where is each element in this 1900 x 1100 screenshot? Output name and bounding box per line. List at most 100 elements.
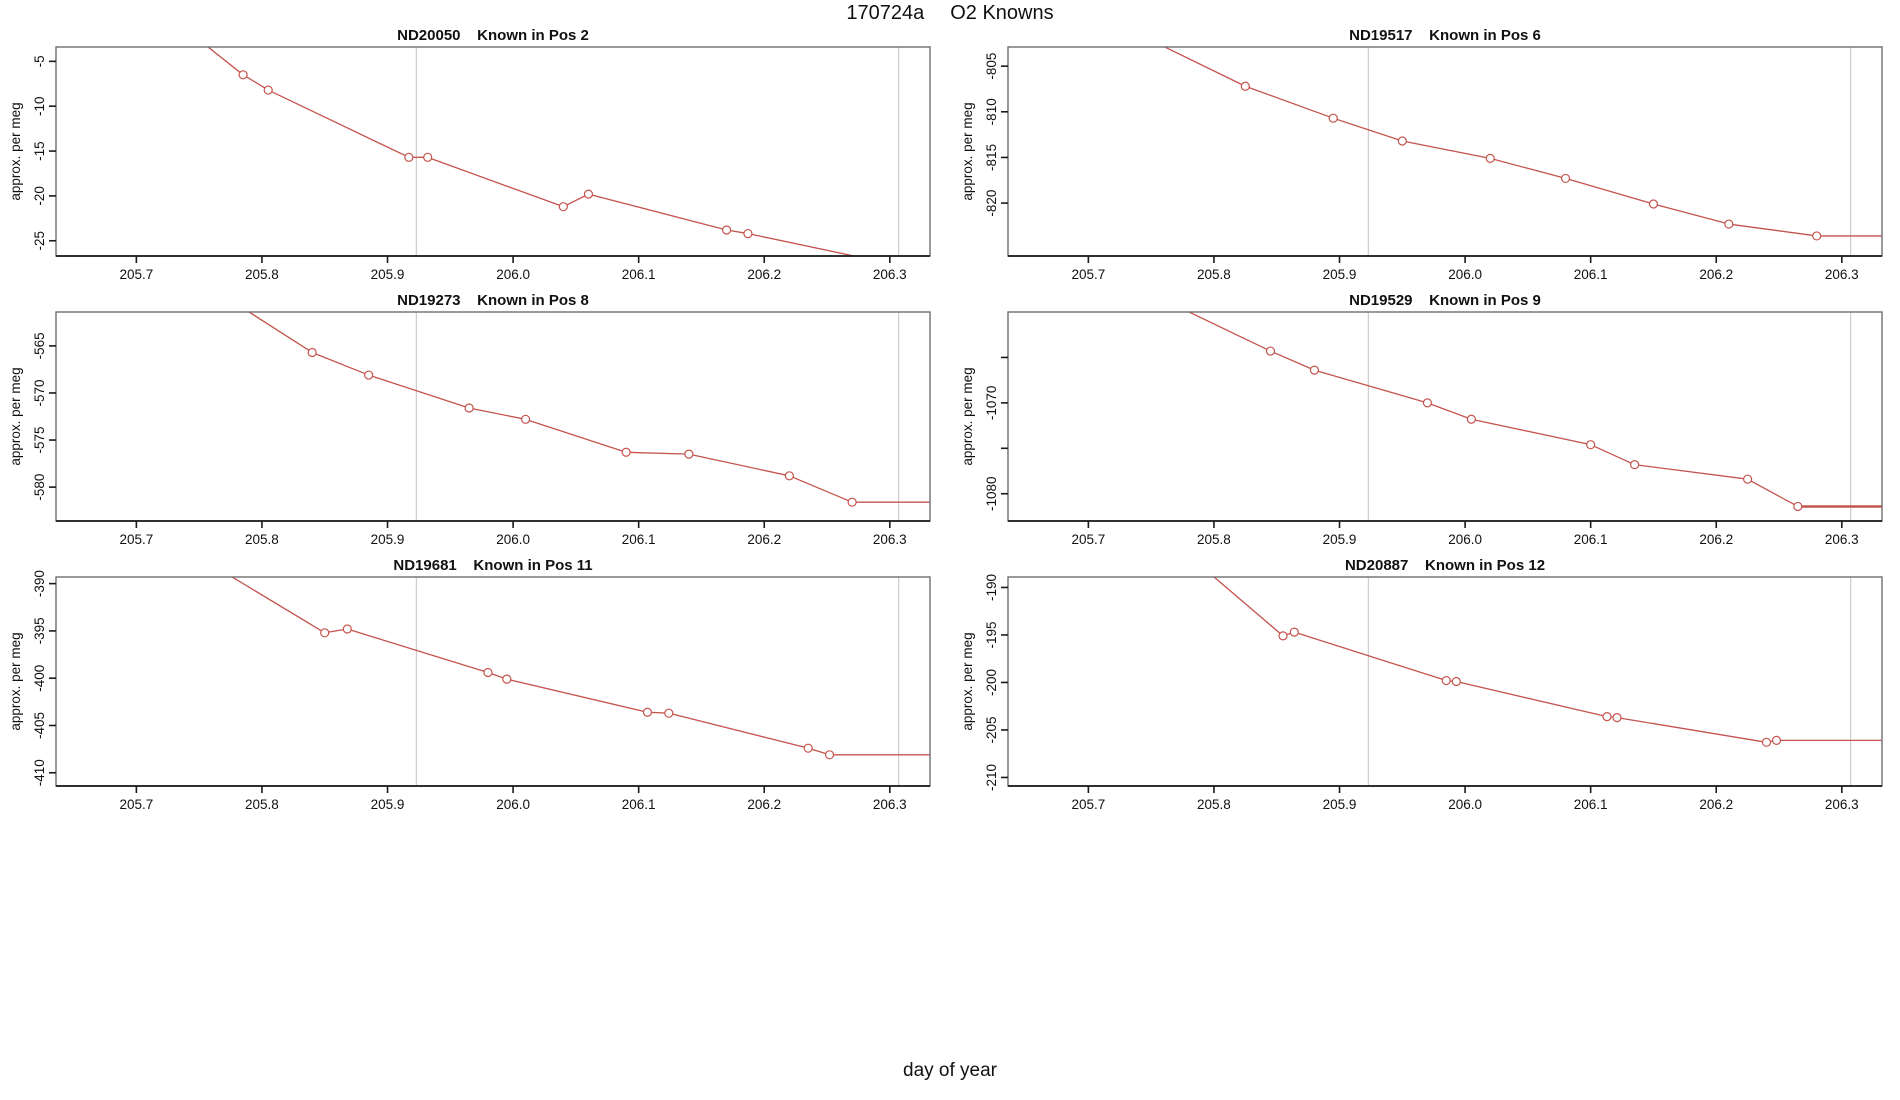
series <box>207 47 858 256</box>
reference-lines <box>1367 577 1852 786</box>
panel-title: ND19681 Known in Pos 11 <box>393 557 592 574</box>
plot-box <box>1007 46 1883 257</box>
panel-chart-ND19681: 205.7 205.8 205.9 206.0 206.1 206.2 206.3-390-… <box>8 557 931 812</box>
data-point <box>1761 737 1772 747</box>
plot-box <box>55 46 931 257</box>
panel-chart-ND19517: 205.7 205.8 205.9 206.0 206.1 206.2 206.3-805-… <box>960 27 1883 282</box>
series-line <box>247 312 853 503</box>
y-tick-label: -210 <box>984 764 999 791</box>
panel-chart-ND20050: 205.7 205.8 205.9 206.0 206.1 206.2 206.3 -5 -10… <box>8 27 931 282</box>
y-tick-label: -400 <box>32 665 47 692</box>
data-point <box>803 743 813 753</box>
y-axis: -5 -10 -15 -20 -25 <box>32 55 56 251</box>
plot-box <box>55 576 931 787</box>
y-axis: -805 -810 -815 -820 <box>984 53 1008 217</box>
y-axis-title: approx. per meg <box>960 632 975 730</box>
y-tick-label: -25 <box>32 231 47 251</box>
y-tick-label: -580 <box>32 474 47 501</box>
reference-lines <box>415 47 900 256</box>
x-tick-label: 206.0 <box>1448 267 1482 282</box>
panel-title: ND20050 Known in Pos 2 <box>397 27 589 44</box>
x-tick-label: 206.1 <box>1574 532 1608 547</box>
x-tick-label: 205.8 <box>245 267 279 282</box>
chart-panel-ND19529: 205.7 205.8 205.9 206.0 206.1 206.2 206.3 -1070… <box>952 292 1900 554</box>
x-tick-label: 205.8 <box>245 797 279 812</box>
data-point <box>1397 136 1407 146</box>
x-tick-label: 206.0 <box>496 532 530 547</box>
x-tick-label: 206.0 <box>496 267 530 282</box>
x-tick-label: 206.1 <box>1574 267 1608 282</box>
x-tick-label: 205.9 <box>1323 532 1357 547</box>
y-tick-label: -565 <box>32 332 47 359</box>
series <box>247 312 930 507</box>
data-point <box>642 707 653 717</box>
x-tick-label: 206.2 <box>1699 797 1733 812</box>
x-tick-label: 206.2 <box>1699 532 1733 547</box>
y-tick-label: -20 <box>32 186 47 206</box>
data-point <box>1812 231 1822 241</box>
x-tick-label: 206.0 <box>496 797 530 812</box>
y-axis-title: approx. per meg <box>8 632 23 730</box>
panel-title: ND20887 Known in Pos 12 <box>1345 557 1545 574</box>
series <box>1213 577 1882 747</box>
y-tick-label: -815 <box>984 144 999 171</box>
data-point <box>404 152 414 162</box>
y-axis-title: approx. per meg <box>960 367 975 465</box>
data-point <box>502 674 512 684</box>
panel-title: ND19273 Known in Pos 8 <box>397 292 589 309</box>
data-point <box>238 70 248 80</box>
data-point <box>464 403 474 413</box>
plot-box <box>1007 311 1883 522</box>
y-tick-label: -410 <box>32 759 47 786</box>
x-tick-label: 205.8 <box>1197 532 1231 547</box>
figure-title-run: 170724a <box>846 2 925 24</box>
x-tick-label: 206.3 <box>873 267 907 282</box>
x-tick-label: 205.7 <box>119 797 153 812</box>
data-point <box>1485 153 1495 163</box>
data-point <box>307 347 317 358</box>
data-point <box>320 628 330 638</box>
series <box>230 577 930 760</box>
data-point <box>1586 440 1596 450</box>
x-axis-title: day of year <box>903 1060 997 1081</box>
y-tick-label: -570 <box>32 379 47 406</box>
series-line <box>1213 577 1777 743</box>
panel-title: ND19529 Known in Pos 9 <box>1349 292 1541 309</box>
reference-lines <box>1367 312 1852 521</box>
data-point <box>1289 627 1299 637</box>
data-point <box>558 202 568 212</box>
y-axis: -1070 -1080 <box>984 356 1008 511</box>
x-tick-label: 205.7 <box>1071 267 1105 282</box>
y-tick-label: -820 <box>984 190 999 217</box>
data-point <box>342 624 352 634</box>
data-point <box>664 708 674 718</box>
data-point <box>1648 199 1659 209</box>
series-line <box>207 47 749 235</box>
panel-chart-ND19273: 205.7 205.8 205.9 206.0 206.1 206.2 206.3-565-… <box>8 292 931 547</box>
y-axis: -190 -195 -200 -205 -210 <box>984 574 1008 791</box>
x-tick-label: 206.3 <box>873 797 907 812</box>
chart-panel-ND20887: 205.7 205.8 205.9 206.0 206.1 206.2 206.3 -190-… <box>952 557 1900 819</box>
series-line <box>1187 312 1799 508</box>
y-axis-title: approx. per meg <box>960 102 975 200</box>
x-tick-label: 205.9 <box>371 532 405 547</box>
x-axis: 205.7 205.8 205.9 206.0 206.1 206.2 206.3 <box>119 786 907 812</box>
data-point <box>1793 501 1803 512</box>
x-tick-label: 205.9 <box>1323 797 1357 812</box>
x-tick-label: 205.7 <box>119 532 153 547</box>
x-tick-label: 205.7 <box>119 267 153 282</box>
data-point <box>784 471 794 481</box>
data-point <box>743 228 753 239</box>
x-tick-label: 206.3 <box>1825 797 1859 812</box>
chart-panel-ND19273: 205.7 205.8 205.9 206.0 206.1 206.2 206.3 -565-… <box>0 292 950 554</box>
data-point <box>1771 735 1782 745</box>
x-tick-label: 206.2 <box>747 267 781 282</box>
data-point <box>1441 675 1451 686</box>
x-tick-label: 206.1 <box>622 267 656 282</box>
panel-title: ND19517 Known in Pos 6 <box>1349 27 1541 44</box>
x-tick-label: 205.9 <box>1323 267 1357 282</box>
x-tick-label: 206.0 <box>1448 797 1482 812</box>
data-point <box>423 152 433 162</box>
data-point <box>1309 365 1320 375</box>
data-point <box>721 225 732 235</box>
